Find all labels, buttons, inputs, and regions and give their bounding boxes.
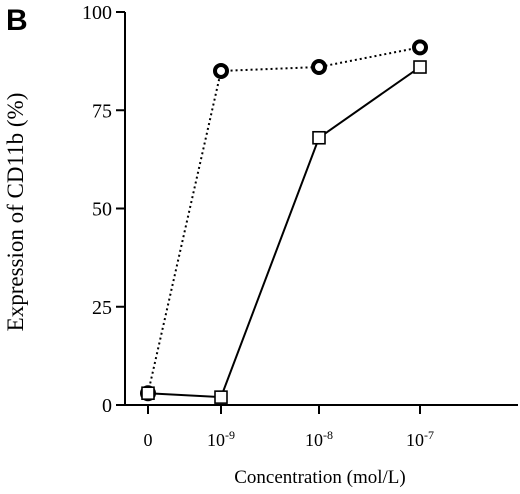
series-line-0 [147,46,421,394]
data-point-square [214,390,228,404]
x-tick-label: 10-9 [207,428,235,450]
panel-label: B [6,4,28,37]
y-ticks: 0 25 50 75 100 [82,2,125,417]
series-line-1 [147,66,421,399]
y-axis-label: Expression of CD11b (%) [3,93,28,332]
y-tick-label: 50 [92,199,112,221]
data-point-square [312,130,326,145]
x-tick-label: 10-8 [305,428,333,450]
x-tick-label: 10-7 [406,428,434,450]
y-tick-label: 25 [92,297,112,319]
x-ticks: 0 10-9 10-8 10-7 [144,405,434,450]
data-point-circle [213,62,229,79]
y-tick-label: 100 [82,2,112,24]
data-point-square [141,386,155,401]
y-tick-label: 0 [102,395,112,417]
series-layer [140,39,428,404]
y-tick-label: 75 [92,100,112,122]
x-axis-label: Concentration (mol/L) [234,467,405,488]
data-point-circle [412,39,428,56]
data-point-circle [311,59,327,76]
data-point-square [413,60,427,74]
x-tick-label: 0 [144,430,153,450]
